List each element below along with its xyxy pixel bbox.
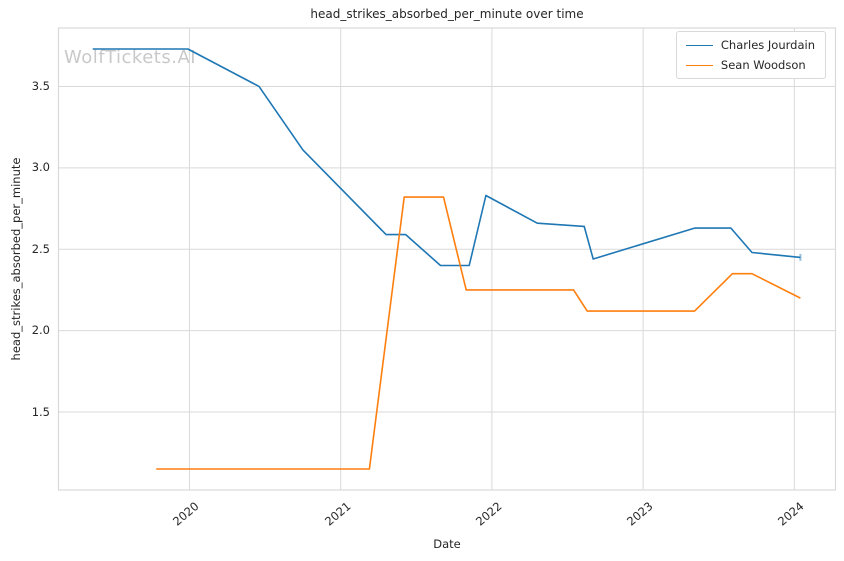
legend-label: Sean Woodson xyxy=(720,58,806,72)
legend-item: Sean Woodson xyxy=(685,58,815,72)
legend-line-swatch xyxy=(685,64,713,66)
y-tick-label: 3.0 xyxy=(31,160,50,175)
legend: Charles Jourdain Sean Woodson xyxy=(675,31,826,79)
y-tick-label: 1.5 xyxy=(31,404,50,419)
y-tick-label: 2.5 xyxy=(31,241,50,256)
legend-label: Charles Jourdain xyxy=(720,38,815,52)
y-tick-label: 2.0 xyxy=(31,323,50,338)
chart-title: head_strikes_absorbed_per_minute over ti… xyxy=(310,7,584,21)
watermark: WolfTickets.AI xyxy=(64,47,197,68)
series-line xyxy=(92,48,801,267)
y-tick-label: 3.5 xyxy=(31,78,50,93)
x-axis-label: Date xyxy=(433,537,461,551)
plot-border xyxy=(57,27,837,491)
legend-item: Charles Jourdain xyxy=(685,38,815,52)
legend-line-swatch xyxy=(685,44,713,46)
series-line xyxy=(156,196,801,470)
